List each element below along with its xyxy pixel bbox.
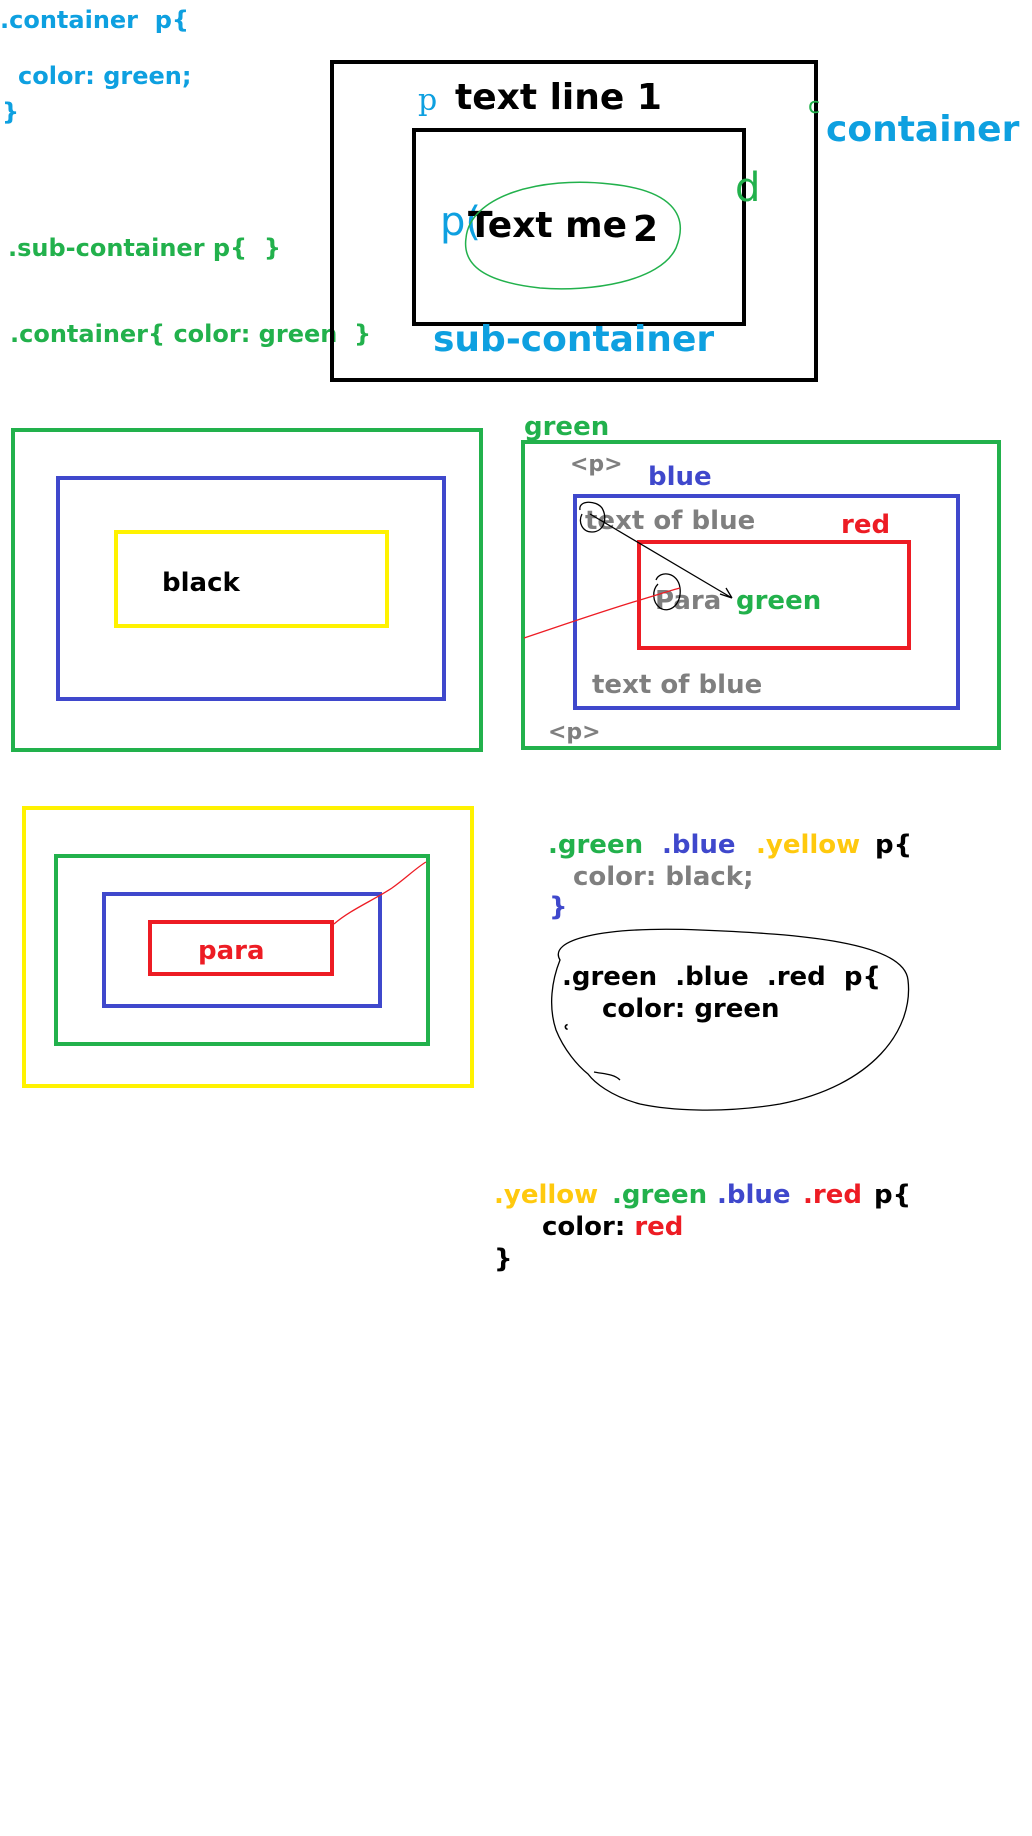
text-line-2: Text me — [468, 205, 628, 246]
rule3-selector-yellow: .yellow — [494, 1180, 599, 1210]
para-text: Para — [655, 586, 722, 616]
green-mid-box — [54, 854, 430, 1046]
text-of-blue-2: text of blue — [592, 670, 763, 700]
red-inner-box — [148, 920, 334, 976]
rule3-selector-green: .green — [612, 1180, 708, 1210]
p-close-tag: <p> — [548, 720, 601, 745]
rule3-body-value: red — [634, 1212, 684, 1242]
rule2-selector: .green .blue .red p{ — [562, 962, 882, 992]
outer-green-box — [11, 428, 483, 752]
yellow-box — [114, 530, 389, 628]
rule1-selector-yellow: .yellow — [756, 830, 861, 860]
css-container-color: .container{ color: green } — [10, 320, 372, 348]
black-label: black — [162, 568, 240, 598]
rule2-close: ʿ — [562, 1022, 571, 1047]
rule3-body: color: red — [542, 1214, 683, 1240]
container-label: container — [826, 109, 1020, 150]
rule1-selector-green: .green — [548, 830, 644, 860]
text-of-blue-1: text of blue — [585, 506, 756, 536]
css-container-p-line2: color: green; — [18, 62, 192, 90]
rule3-close: } — [494, 1244, 513, 1274]
d-mark: d — [735, 165, 761, 211]
text-line-2-number: 2 — [633, 209, 659, 250]
rule3-selector-p: p{ — [874, 1180, 912, 1210]
green-text: green — [736, 586, 822, 616]
sub-container-box — [412, 128, 746, 326]
css-sub-container-p: .sub-container p{ } — [8, 234, 281, 262]
green-box — [521, 440, 1001, 750]
yellow-outer-box — [22, 806, 474, 1088]
rule3-selector-blue: .blue — [717, 1180, 791, 1210]
container-box — [330, 60, 818, 382]
rule2-body: color: green — [602, 994, 780, 1024]
text-line-1: text line 1 — [455, 77, 662, 118]
green-label: green — [524, 412, 610, 442]
blue-inner-box-2 — [102, 892, 382, 1008]
rule1-close: } — [549, 892, 568, 922]
css-container-p-line1: .container p{ — [0, 6, 189, 34]
c-mark: c — [808, 94, 821, 119]
p-open-tag: <p> — [570, 452, 623, 477]
rule1-selector-p: p{ — [875, 830, 913, 860]
blue-label: blue — [648, 462, 712, 492]
rule1-selector-blue: .blue — [662, 830, 736, 860]
p-mark-1: p — [418, 83, 438, 118]
sub-container-label: sub-container — [433, 319, 715, 360]
rule3-body-prefix: color: — [542, 1212, 635, 1242]
blue-box — [56, 476, 446, 701]
rule2-oval-tail — [593, 1071, 621, 1081]
css-container-p-line3: } — [2, 98, 20, 126]
para-label: para — [198, 936, 265, 966]
red-label: red — [841, 510, 891, 540]
rule1-body: color: black; — [573, 862, 754, 892]
rule3-selector-red: .red — [803, 1180, 862, 1210]
